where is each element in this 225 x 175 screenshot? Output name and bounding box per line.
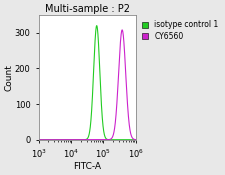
Title: Multi-sample : P2: Multi-sample : P2 <box>45 4 130 14</box>
Legend: isotype control 1, CY6560: isotype control 1, CY6560 <box>141 19 220 42</box>
Y-axis label: Count: Count <box>4 64 13 91</box>
X-axis label: FITC-A: FITC-A <box>73 162 101 171</box>
